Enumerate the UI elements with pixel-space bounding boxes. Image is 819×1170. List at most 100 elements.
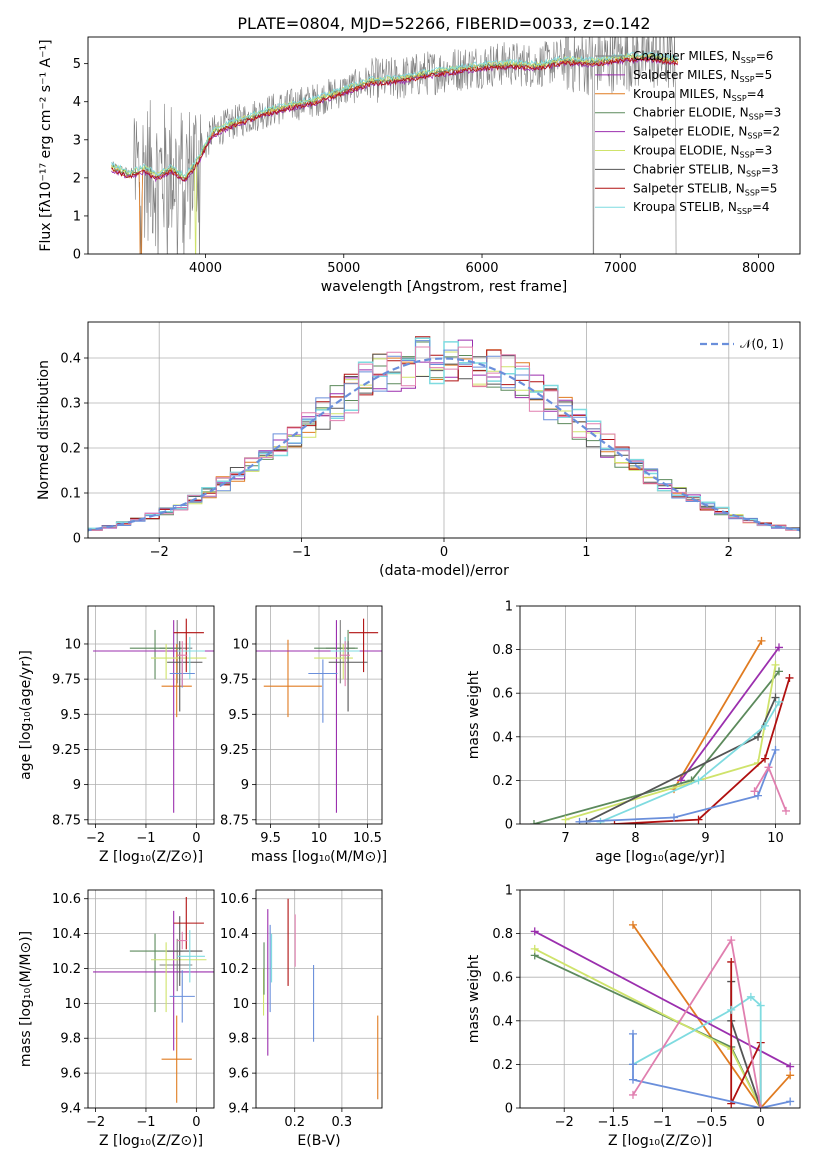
tick-label-x: −2 xyxy=(150,545,169,560)
tick-label-y: 9.8 xyxy=(60,1032,81,1047)
tick-label-x: 7000 xyxy=(604,261,637,276)
tick-label-x: 1 xyxy=(582,545,590,560)
model-spectrum-cyan xyxy=(111,50,678,178)
series-line-yellow xyxy=(534,948,762,1108)
plot-area-age_vs_Z xyxy=(93,618,214,813)
tick-label-y: 9.4 xyxy=(60,1102,81,1117)
legend-entry: Kroupa MILES, NSSP=4 xyxy=(633,87,764,103)
y-axis-label: Normed distribution xyxy=(36,360,52,500)
tick-label-x: −1 xyxy=(136,1115,155,1130)
tick-label-x: 10 xyxy=(311,831,328,846)
series-marker xyxy=(628,1060,637,1069)
series-marker xyxy=(575,817,584,824)
plot-area-massweight_vs_Z xyxy=(530,920,795,1108)
x-axis-label: Z [log₁₀(Z/Z⊙)] xyxy=(99,849,203,865)
tick-label-x: 6000 xyxy=(465,261,498,276)
series-marker xyxy=(786,1062,795,1071)
x-axis-label: (data-model)/error xyxy=(379,563,509,579)
tick-label-y: 9.75 xyxy=(52,673,81,688)
series-marker xyxy=(750,787,759,796)
tick-label-y: 0.8 xyxy=(492,643,513,658)
tick-label-y: 9 xyxy=(241,778,249,793)
tick-label-y: 10.4 xyxy=(220,927,249,942)
axes-age_vs_Z: −2 −1 0 8.75 9 9.25 9.5 9.75 10 Z [log₁₀(Z/Z⊙)] ag… xyxy=(18,605,215,865)
axes-frame xyxy=(519,605,801,825)
tick-label-y: 0 xyxy=(73,532,81,547)
tick-label-x: −1 xyxy=(653,1115,672,1130)
axes-frame xyxy=(87,321,801,539)
series-marker xyxy=(530,820,538,824)
axes-frame xyxy=(87,889,215,1109)
tick-label-y: 0.8 xyxy=(492,927,513,942)
series-marker xyxy=(771,693,780,702)
tick-label-y: 8.75 xyxy=(52,813,81,828)
tick-label-x: 4000 xyxy=(189,261,222,276)
series-line-darkgray xyxy=(586,697,777,823)
tick-label-y: 0.4 xyxy=(492,730,513,745)
series-marker xyxy=(771,745,780,754)
tick-label-y: 8.75 xyxy=(220,813,249,828)
x-axis-label: Z [log₁₀(Z/Z⊙)] xyxy=(99,1133,203,1149)
histogram-blue xyxy=(88,340,800,533)
legend-entry: Chabrier STELIB, NSSP=3 xyxy=(633,162,779,178)
tick-label-x: 7 xyxy=(561,831,569,846)
figure-title: PLATE=0804, MJD=52266, FIBERID=0033, z=0… xyxy=(237,14,650,33)
series-marker xyxy=(628,1090,637,1099)
axes-mass_vs_Z: −2 −1 0 9.4 9.6 9.8 10 10.2 10.4 10.6 Z [log₁₀(Z/Z… xyxy=(18,889,215,1149)
tick-label-x: 0 xyxy=(192,1115,200,1130)
tick-label-y: 0 xyxy=(505,1102,513,1117)
series-marker xyxy=(694,815,703,824)
axes-frame xyxy=(519,889,801,1109)
y-axis-label: Flux [fλ10⁻¹⁷ erg cm⁻² s⁻¹ A⁻¹] xyxy=(38,39,54,251)
tick-label-y: 5 xyxy=(73,57,81,72)
axes-massweight_vs_Z: −2 −1.5 −1 −0.5 0 0 0.2 0.4 0.6 0.8 1 Z [log₁₀(Z/Z⊙… xyxy=(466,884,801,1149)
tick-label-y: 0 xyxy=(73,248,81,263)
series-marker xyxy=(727,1005,736,1014)
legend-entry: Kroupa ELODIE, NSSP=3 xyxy=(633,144,772,160)
legend-entry: Chabrier ELODIE, NSSP=3 xyxy=(633,106,781,122)
series-marker xyxy=(756,1001,765,1010)
plot-area-spectrum xyxy=(111,37,679,254)
series-marker xyxy=(775,643,783,652)
tick-label-y: 0.4 xyxy=(60,352,81,367)
tick-label-y: 9.8 xyxy=(228,1032,249,1047)
tick-label-y: 9.6 xyxy=(228,1067,249,1082)
series-marker xyxy=(530,944,539,953)
series-marker xyxy=(670,813,678,822)
x-axis-label: Z [log₁₀(Z/Z⊙)] xyxy=(608,1133,712,1149)
model-spectrum-darkred xyxy=(111,56,679,182)
series-marker xyxy=(727,936,736,945)
tick-label-y: 0.6 xyxy=(492,687,513,702)
legend-entry: Salpeter MILES, NSSP=5 xyxy=(633,68,772,84)
tick-label-y: 10 xyxy=(64,997,81,1012)
axes-mass_vs_EBV: 0.2 0.3 9.4 9.6 9.8 10 10.2 10.4 10.6 E(B-V) xyxy=(220,889,383,1149)
observed-spectrum-line xyxy=(111,37,677,254)
series-marker xyxy=(775,697,783,706)
series-marker xyxy=(775,667,783,676)
tick-label-x: 0 xyxy=(192,831,200,846)
tick-label-x: 0.3 xyxy=(332,1115,353,1130)
series-marker xyxy=(754,732,762,741)
legend-entry: 𝒩(0, 1) xyxy=(740,337,784,351)
tick-label-y: 9.75 xyxy=(220,673,249,688)
tick-label-y: 10 xyxy=(64,637,81,652)
x-axis-label: wavelength [Angstrom, rest frame] xyxy=(321,279,567,295)
plot-area-residuals xyxy=(88,336,800,533)
x-axis-label: mass [log₁₀(M/M⊙)] xyxy=(251,849,387,865)
tick-label-y: 10.6 xyxy=(52,892,81,907)
tick-label-y: 10.2 xyxy=(52,962,81,977)
y-axis-label: mass weight xyxy=(466,954,482,1043)
plot-area-mass_vs_Z xyxy=(93,896,214,1103)
tick-label-y: 0.2 xyxy=(492,774,513,789)
series-line-blue xyxy=(579,749,777,823)
series-marker xyxy=(786,1097,795,1106)
tick-label-y: 10 xyxy=(232,997,249,1012)
series-marker xyxy=(628,920,637,929)
tick-label-y: 3 xyxy=(73,133,81,148)
tick-label-x: −1.5 xyxy=(598,1115,630,1130)
tick-label-x: −1 xyxy=(136,831,155,846)
tick-label-x: 2 xyxy=(725,545,733,560)
tick-label-x: 9 xyxy=(701,831,709,846)
series-line-darkred xyxy=(614,677,791,824)
